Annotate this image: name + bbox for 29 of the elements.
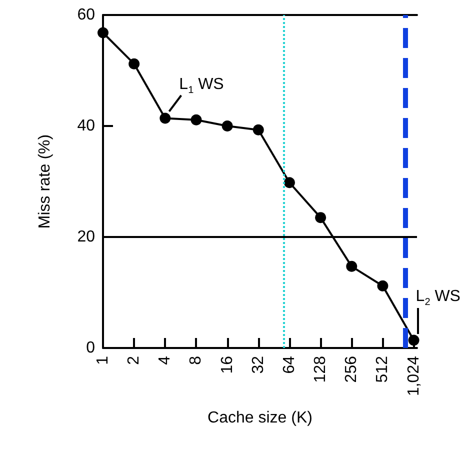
x-tick-label: 8: [188, 356, 205, 365]
y-tick-label: 0: [86, 340, 96, 356]
x-tick-label: 32: [250, 356, 267, 374]
point: [315, 212, 326, 224]
x-tick-label: 1: [94, 356, 112, 365]
y-tick-label: 40: [77, 118, 96, 134]
point: [222, 120, 233, 132]
point: [284, 177, 295, 188]
y-tick-label: 20: [77, 228, 96, 246]
point: [190, 114, 202, 126]
annotation: L$_{2}$ WS: [416, 288, 460, 308]
y-axis-title: Miss rate (%): [36, 134, 54, 229]
x-tick-label: 1,024: [405, 356, 422, 396]
point: [128, 58, 140, 70]
x-axis-title: Cache size (K): [208, 410, 312, 426]
point: [377, 280, 388, 292]
point: [160, 112, 171, 124]
point: [346, 260, 358, 272]
x-tick-label: 256: [343, 356, 360, 383]
point: [98, 27, 108, 38]
x-tick-label: 2: [126, 356, 143, 365]
y-tick-label: 60: [77, 6, 96, 24]
annotation: L$_{1}$ WS: [179, 76, 224, 96]
x-tick-label: 64: [280, 356, 298, 374]
x-tick-label: 512: [374, 356, 392, 383]
x-tick-label: 4: [156, 356, 174, 365]
x-tick-label: 128: [312, 356, 330, 383]
x-tick-label: 16: [218, 356, 236, 374]
point: [252, 124, 264, 136]
